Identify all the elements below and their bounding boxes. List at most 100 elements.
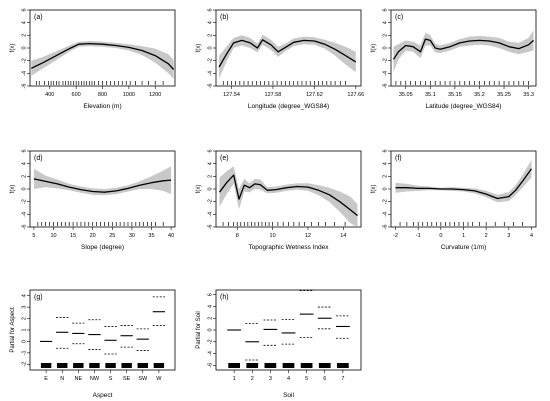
- y-axis-label: Partial for Aspect: [10, 307, 16, 353]
- x-tick-label: 600: [72, 92, 81, 98]
- y-tick-label: -2: [383, 58, 389, 63]
- y-tick-label: 2: [22, 175, 28, 178]
- plot-frame: [29, 289, 176, 371]
- rug-block: [121, 363, 132, 368]
- y-axis-label: f(x): [10, 185, 16, 194]
- x-tick-label: 35.1: [425, 92, 436, 98]
- y-tick-label: 4: [208, 305, 214, 308]
- y-tick-label: 0: [22, 187, 28, 190]
- y-axis-label: f(x): [196, 185, 202, 194]
- y-tick-label: 2: [22, 34, 28, 37]
- y-tick-label: -2: [383, 199, 389, 204]
- y-tick-label: -4: [208, 351, 214, 356]
- category-label: 3: [269, 376, 272, 382]
- y-tick-label: -2: [22, 362, 28, 367]
- y-tick-label: 0: [208, 46, 214, 49]
- x-tick-label: 35.3: [523, 92, 534, 98]
- plot-frame: [29, 9, 176, 87]
- y-tick-label: -2: [208, 58, 214, 63]
- y-tick-label: -4: [208, 71, 214, 76]
- y-tick-label: -2: [208, 339, 214, 344]
- x-axis-label: Aspect: [93, 392, 113, 399]
- y-tick-label: 3: [22, 306, 28, 309]
- y-tick-label: -1: [22, 350, 28, 355]
- y-tick-label: 4: [208, 21, 214, 24]
- x-tick-label: 0: [439, 233, 442, 239]
- y-tick-label: 4: [208, 162, 214, 165]
- x-tick-label: 14: [340, 233, 346, 239]
- panel-label: (g): [34, 294, 43, 301]
- rug-block: [337, 363, 349, 368]
- smooth-line: [31, 42, 175, 70]
- rug-block: [137, 363, 148, 368]
- rug-block: [73, 363, 84, 368]
- smooth-line: [395, 168, 533, 200]
- x-tick-label: 1: [462, 233, 465, 239]
- y-tick-label: 4: [22, 21, 28, 24]
- y-tick-label: 4: [22, 162, 28, 165]
- x-tick-label: 25: [109, 233, 115, 239]
- category-label: N: [60, 376, 64, 382]
- panel-label: (h): [220, 294, 229, 301]
- category-label: NE: [75, 376, 83, 382]
- x-axis-label: Latitude (degree_WGS84): [426, 103, 502, 110]
- y-tick-label: -6: [208, 225, 214, 230]
- y-tick-label: 0: [22, 46, 28, 49]
- x-tick-label: 5: [32, 233, 35, 239]
- y-tick-label: 2: [208, 34, 214, 37]
- category-label: 5: [305, 376, 308, 382]
- y-tick-label: 6: [22, 8, 28, 11]
- y-tick-label: 4: [383, 162, 389, 165]
- y-tick-label: 6: [208, 293, 214, 296]
- x-tick-label: -1: [416, 233, 421, 239]
- y-tick-label: -4: [383, 212, 389, 217]
- rug-block: [57, 363, 68, 368]
- x-tick-label: 127.66: [347, 92, 364, 98]
- x-tick-label: 127.62: [306, 92, 323, 98]
- y-tick-label: 6: [383, 8, 389, 11]
- x-tick-label: 400: [45, 92, 54, 98]
- confidence-band: [393, 30, 534, 73]
- y-tick-label: -6: [383, 84, 389, 89]
- y-tick-label: -4: [383, 71, 389, 76]
- panel-label: (f): [395, 155, 402, 162]
- x-tick-label: 35: [148, 233, 154, 239]
- x-tick-label: 1200: [149, 92, 161, 98]
- y-axis-label: f(x): [196, 44, 202, 53]
- y-tick-label: -2: [208, 199, 214, 204]
- y-tick-label: 2: [22, 317, 28, 320]
- y-tick-label: -6: [22, 225, 28, 230]
- y-tick-label: 6: [383, 149, 389, 152]
- x-tick-label: 127.54: [223, 92, 240, 98]
- rug-block: [40, 363, 52, 368]
- rug-block: [246, 363, 259, 368]
- y-tick-label: -2: [22, 199, 28, 204]
- category-label: NW: [90, 376, 100, 382]
- y-tick-label: 2: [383, 34, 389, 37]
- x-tick-label: 800: [98, 92, 107, 98]
- y-tick-label: -6: [208, 363, 214, 368]
- panel-label: (d): [34, 155, 43, 162]
- confidence-band: [395, 159, 532, 203]
- y-axis-label: Partial for Soil: [196, 311, 202, 348]
- y-tick-label: -6: [383, 225, 389, 230]
- y-tick-label: 0: [208, 328, 214, 331]
- panel-label: (a): [34, 14, 43, 21]
- y-tick-label: -4: [22, 71, 28, 76]
- category-label: 2: [251, 376, 254, 382]
- x-tick-label: 10: [270, 233, 276, 239]
- x-tick-label: 10: [50, 233, 56, 239]
- x-tick-label: 12: [305, 233, 311, 239]
- x-axis-label: Soil: [283, 392, 294, 399]
- x-tick-label: 8: [236, 233, 239, 239]
- panel-label: (e): [220, 155, 229, 162]
- y-tick-label: 1: [22, 328, 28, 331]
- smooth-line: [33, 178, 172, 193]
- y-tick-label: 6: [208, 149, 214, 152]
- rug-block: [300, 363, 313, 368]
- smooth-line: [218, 39, 357, 68]
- x-axis-label: Curvature (1/m): [441, 244, 487, 251]
- category-label: SE: [123, 376, 131, 382]
- category-label: E: [44, 376, 48, 382]
